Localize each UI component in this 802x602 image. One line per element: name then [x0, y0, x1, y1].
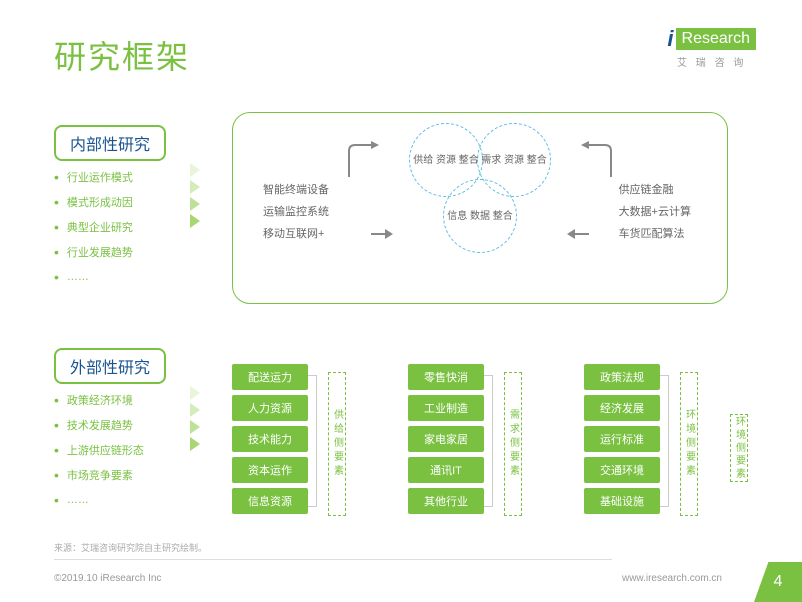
pill: 零售快消 — [408, 364, 484, 390]
bottom-diagram: 配送运力 人力资源 技术能力 资本运作 信息资源 供给侧要素 零售快消 工业制造… — [232, 364, 750, 534]
turn-arrow-icon — [579, 141, 615, 181]
page-title: 研究框架 — [54, 32, 190, 78]
chevron-right-icon — [190, 386, 200, 400]
diagram-text: 移动互联网+ — [263, 223, 329, 245]
bracket-connector — [660, 375, 669, 507]
arrow-stack-1 — [190, 163, 200, 228]
page-number-badge: 4 — [754, 562, 802, 602]
venn-circle-info: 信息 数据 整合 — [443, 179, 517, 253]
logo-brand: Research — [676, 28, 756, 50]
diagram-text: 大数据+云计算 — [619, 201, 691, 223]
bullet-item: 市场竞争要素 — [54, 467, 204, 483]
pill: 通讯IT — [408, 457, 484, 483]
chevron-right-icon — [190, 180, 200, 194]
section2-bullets: 政策经济环境 技术发展趋势 上游供应链形态 市场竞争要素 …… — [54, 383, 204, 517]
internal-diagram: 供给 资源 整合 需求 资源 整合 信息 数据 整合 智能终端设备 运输监控系统… — [232, 112, 728, 304]
bullet-item: 行业发展趋势 — [54, 244, 204, 260]
venn-diagram: 供给 资源 整合 需求 资源 整合 信息 数据 整合 — [387, 123, 573, 259]
bullet-item: 上游供应链形态 — [54, 442, 204, 458]
bullet-item: 典型企业研究 — [54, 219, 204, 235]
logo-subtitle: 艾 瑞 咨 询 — [667, 54, 756, 69]
pill: 工业制造 — [408, 395, 484, 421]
arrow-left-icon — [565, 227, 591, 241]
copyright-text: ©2019.10 iResearch Inc — [54, 573, 161, 584]
diagram-text: 供应链金融 — [619, 179, 691, 201]
chevron-right-icon — [190, 403, 200, 417]
supply-column: 配送运力 人力资源 技术能力 资本运作 信息资源 供给侧要素 — [232, 364, 308, 519]
logo: i Research 艾 瑞 咨 询 — [667, 26, 756, 69]
pill: 运行标准 — [584, 426, 660, 452]
pill: 配送运力 — [232, 364, 308, 390]
pill: 资本运作 — [232, 457, 308, 483]
category-label: 环境侧要素 — [730, 414, 748, 482]
bracket-connector — [308, 375, 317, 507]
bullet-item: 行业运作模式 — [54, 169, 204, 185]
pill: 家电家居 — [408, 426, 484, 452]
diagram-text: 运输监控系统 — [263, 201, 329, 223]
section1-label: 内部性研究 — [54, 125, 166, 161]
env-column: 政策法规 经济发展 运行标准 交通环境 基础设施 环境侧要素 — [584, 364, 660, 519]
source-text: 来源：艾瑞咨询研究院自主研究绘制。 — [54, 541, 207, 554]
arrow-right-icon — [369, 227, 395, 241]
arrow-stack-2 — [190, 386, 200, 451]
diagram-left-col: 智能终端设备 运输监控系统 移动互联网+ — [263, 179, 329, 245]
diagram-text: 智能终端设备 — [263, 179, 329, 201]
pill: 交通环境 — [584, 457, 660, 483]
url-text: www.iresearch.com.cn — [622, 573, 722, 584]
pill: 经济发展 — [584, 395, 660, 421]
bullet-item: …… — [54, 269, 204, 285]
pill: 政策法规 — [584, 364, 660, 390]
section2-label: 外部性研究 — [54, 348, 166, 384]
bullet-item: 政策经济环境 — [54, 392, 204, 408]
turn-arrow-icon — [345, 141, 381, 181]
bullet-item: 模式形成动因 — [54, 194, 204, 210]
pill: 其他行业 — [408, 488, 484, 514]
pill: 基础设施 — [584, 488, 660, 514]
bullet-item: …… — [54, 492, 204, 508]
section1-bullets: 行业运作模式 模式形成动因 典型企业研究 行业发展趋势 …… — [54, 160, 204, 294]
category-label: 需求侧要素 — [504, 372, 522, 516]
category-label: 供给侧要素 — [328, 372, 346, 516]
pill: 人力资源 — [232, 395, 308, 421]
pill: 技术能力 — [232, 426, 308, 452]
chevron-right-icon — [190, 197, 200, 211]
logo-i: i — [667, 26, 673, 52]
bracket-connector — [484, 375, 493, 507]
diagram-right-col: 供应链金融 大数据+云计算 车货匹配算法 — [619, 179, 691, 245]
chevron-right-icon — [190, 214, 200, 228]
bullet-item: 技术发展趋势 — [54, 417, 204, 433]
footer-divider — [54, 559, 612, 560]
pill: 信息资源 — [232, 488, 308, 514]
diagram-text: 车货匹配算法 — [619, 223, 691, 245]
demand-column: 零售快消 工业制造 家电家居 通讯IT 其他行业 需求侧要素 — [408, 364, 484, 519]
chevron-right-icon — [190, 437, 200, 451]
category-label: 环境侧要素 — [680, 372, 698, 516]
chevron-right-icon — [190, 420, 200, 434]
chevron-right-icon — [190, 163, 200, 177]
